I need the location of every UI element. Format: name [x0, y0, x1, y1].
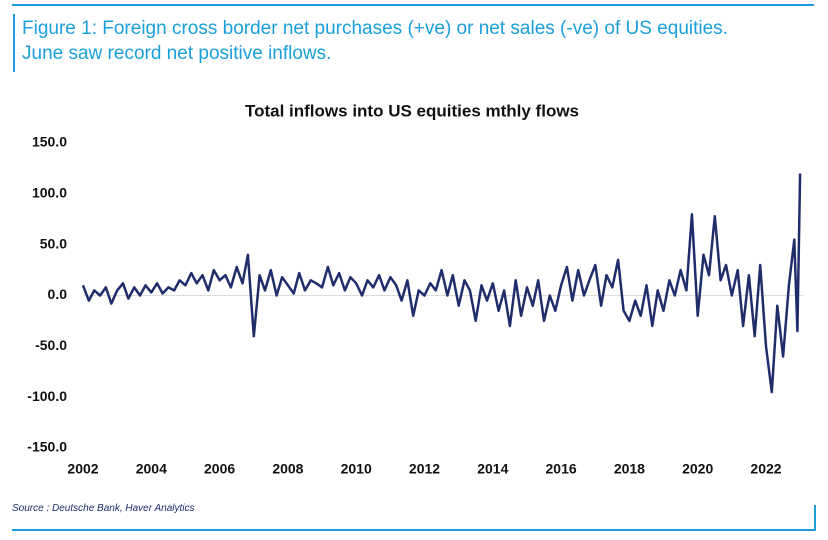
x-tick-label: 2006: [204, 461, 235, 477]
caption: Figure 1: Foreign cross border net purch…: [22, 18, 728, 64]
x-tick-label: 2002: [67, 461, 98, 477]
x-tick-label: 2004: [136, 461, 167, 477]
series-line: [81, 173, 802, 394]
x-tick-label: 2008: [272, 461, 303, 477]
x-tick-label: 2012: [409, 461, 440, 477]
y-tick-label: 50.0: [40, 235, 67, 251]
x-tick-label: 2018: [614, 461, 645, 477]
y-tick-label: -50.0: [35, 337, 67, 353]
y-tick-label: -150.0: [27, 439, 67, 455]
source: Source : Deutsche Bank, Haver Analytics: [12, 503, 195, 514]
y-tick-label: 0.0: [48, 286, 68, 302]
x-tick-label: 2022: [750, 461, 781, 477]
x-tick-label: 2014: [477, 461, 508, 477]
y-tick-label: 100.0: [32, 185, 67, 201]
chart-title: Total inflows into US equities mthly flo…: [245, 101, 579, 120]
y-tick-label: 150.0: [32, 134, 67, 150]
x-tick-label: 2020: [682, 461, 713, 477]
x-tick-label: 2010: [341, 461, 372, 477]
x-tick-label: 2016: [546, 461, 577, 477]
y-tick-label: -100.0: [27, 388, 67, 404]
